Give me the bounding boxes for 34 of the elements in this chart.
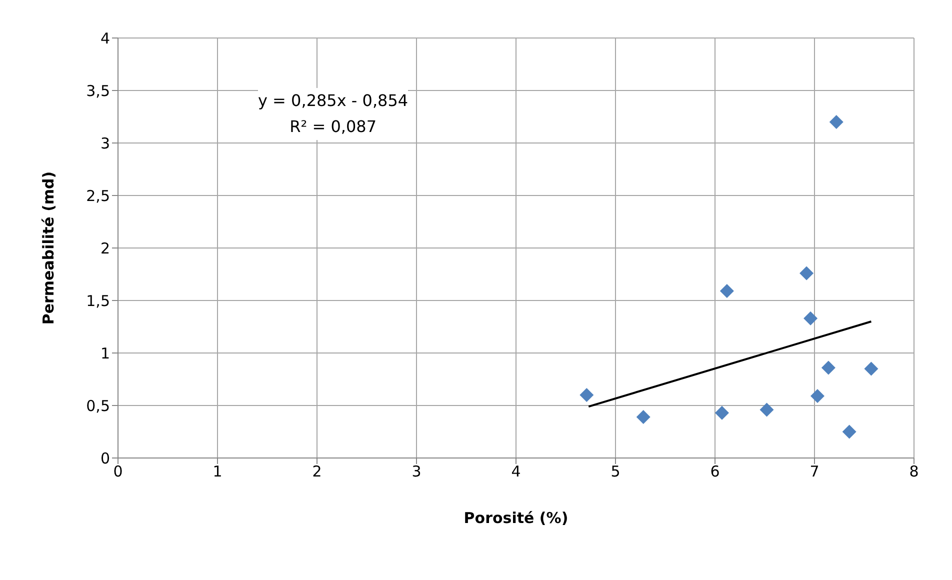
point	[636, 410, 650, 424]
y-tick-label: 3	[100, 134, 110, 152]
x-tick-label: 8	[909, 462, 919, 481]
point	[804, 311, 818, 326]
point	[720, 284, 734, 298]
y-tick-label: 0	[100, 449, 110, 468]
x-tick-label: 5	[610, 462, 620, 481]
y-tick-label: 2,5	[86, 186, 110, 205]
point	[580, 388, 594, 402]
y-tick-label: 4	[100, 29, 110, 48]
y-tick-label: 1,5	[86, 292, 110, 310]
point	[714, 406, 729, 420]
x-tick-label: 1	[212, 462, 222, 481]
point	[842, 424, 856, 439]
point	[800, 266, 814, 280]
x-tick-label: 0	[113, 462, 123, 481]
point	[810, 389, 824, 404]
point	[821, 360, 836, 375]
x-tick-label: 3	[412, 462, 422, 481]
x-tick-label: 7	[810, 462, 820, 481]
annotation: y = 0,285x - 0,854	[258, 91, 408, 110]
x-axis-title: Porosité (%)	[464, 509, 568, 527]
annotation: R² = 0,087	[290, 117, 376, 136]
y-axis-title: Permeabilité (md)	[39, 171, 58, 325]
y-tick-label: 0,5	[86, 396, 110, 415]
y-tick-label: 2	[100, 239, 110, 258]
y-tick-label: 1	[100, 344, 110, 362]
x-tick-label: 6	[710, 462, 720, 481]
y-tick-label: 3,5	[86, 82, 110, 100]
point	[829, 115, 844, 129]
x-tick-label: 2	[312, 462, 322, 481]
point	[864, 362, 878, 376]
point	[760, 402, 774, 417]
x-tick-label: 4	[511, 462, 521, 481]
